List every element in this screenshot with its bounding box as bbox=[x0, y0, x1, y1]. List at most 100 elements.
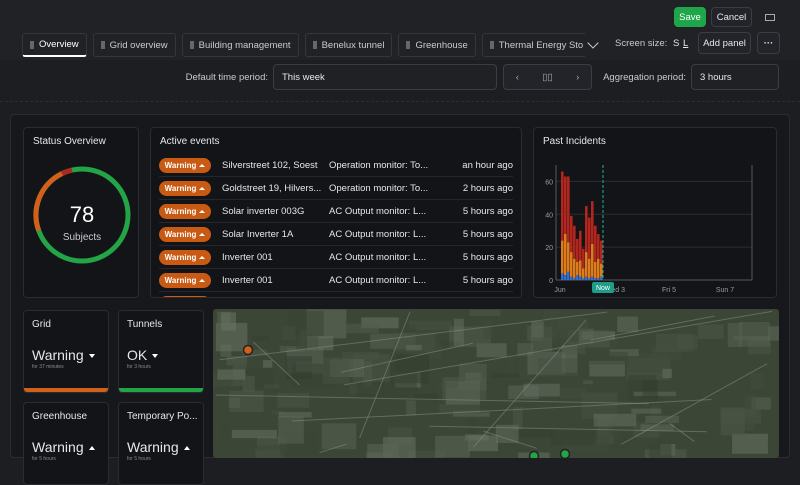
tile-status-text: Warning bbox=[127, 439, 179, 455]
bar-segment bbox=[576, 261, 579, 276]
map-patch bbox=[631, 408, 662, 414]
badge-caret bbox=[199, 210, 206, 213]
tile-duration: for 5 hours bbox=[127, 456, 151, 462]
tab[interactable]: Thermal Energy Sto bbox=[481, 33, 585, 57]
status-tile[interactable]: Greenhouse Warning for 5 hours bbox=[23, 402, 109, 485]
map-patch bbox=[217, 369, 246, 380]
time-value: This week bbox=[282, 71, 325, 83]
period-nav[interactable]: ‹ ▯▯ › bbox=[503, 64, 592, 90]
tile-caret bbox=[152, 354, 159, 359]
map-patch bbox=[550, 430, 595, 445]
bar-segment bbox=[591, 243, 594, 277]
event-row[interactable]: Warning Silverstreet 102, Soest Operation … bbox=[159, 154, 513, 177]
tab-grip bbox=[100, 41, 105, 49]
more-button[interactable]: ··· bbox=[757, 32, 780, 54]
map-patch bbox=[732, 433, 768, 454]
map-patch bbox=[642, 380, 659, 399]
tile-caret bbox=[183, 446, 190, 451]
map-patch bbox=[263, 384, 280, 389]
status-tile[interactable]: Temporary Po... Warning for 5 hours bbox=[118, 402, 204, 485]
bar-segment bbox=[597, 258, 600, 279]
time-select[interactable]: This week bbox=[273, 64, 497, 90]
map-marker[interactable] bbox=[242, 344, 254, 356]
event-subject: Silverstreet 102, Soest bbox=[222, 160, 318, 171]
tab[interactable]: Building management bbox=[181, 33, 299, 57]
tile-duration: for 37 minutes bbox=[32, 364, 64, 370]
status-tile[interactable]: Tunnels OK for 3 hours bbox=[118, 310, 204, 393]
tab[interactable]: Grid overview bbox=[92, 33, 176, 57]
badge-caret bbox=[199, 233, 206, 236]
badge-caret bbox=[199, 279, 206, 282]
map-patch bbox=[287, 427, 321, 432]
event-row[interactable]: Warning Solar Inverter 1A AC Output monito… bbox=[159, 223, 513, 246]
y-tick-label: 60 bbox=[545, 179, 553, 186]
map-road bbox=[621, 363, 768, 445]
tab[interactable]: Greenhouse bbox=[398, 33, 476, 57]
save-button[interactable]: Save bbox=[674, 7, 706, 27]
tab-label: Benelux tunnel bbox=[321, 39, 385, 51]
map-patch bbox=[442, 377, 487, 400]
map-marker[interactable] bbox=[559, 448, 571, 459]
map-patch bbox=[397, 325, 417, 332]
map-marker[interactable] bbox=[528, 450, 540, 459]
add-panel-button[interactable]: Add panel bbox=[698, 32, 751, 54]
event-subject: Inverter 001 bbox=[222, 252, 273, 263]
status-label: Subjects bbox=[63, 232, 101, 243]
cancel-button[interactable]: Cancel bbox=[711, 7, 752, 27]
y-tick-label: 40 bbox=[545, 212, 553, 219]
bar-segment bbox=[579, 276, 582, 280]
aggregation-select[interactable]: 3 hours bbox=[691, 64, 779, 90]
bar-segment bbox=[591, 201, 594, 244]
bar-segment bbox=[588, 258, 591, 279]
map-patch bbox=[744, 395, 757, 417]
event-row[interactable]: Warning Goldstreet 19, Hilvers... Operatio… bbox=[159, 177, 513, 200]
event-subject: Inverter 001 bbox=[222, 275, 273, 286]
event-badge: Warning bbox=[159, 250, 211, 265]
map-patch bbox=[751, 397, 771, 410]
event-time: 2 hours ago bbox=[462, 183, 513, 194]
tile-status: Warning bbox=[127, 439, 190, 455]
badge-label: Warning bbox=[164, 161, 197, 170]
tab[interactable]: Overview bbox=[22, 33, 87, 57]
events-title: Active events bbox=[160, 136, 220, 147]
map-patch bbox=[435, 435, 471, 458]
bar-segment bbox=[588, 278, 591, 280]
map-patch bbox=[617, 316, 638, 333]
tab-label: Building management bbox=[198, 39, 291, 51]
map-patch bbox=[559, 329, 567, 339]
screen-size-l[interactable]: L bbox=[683, 38, 689, 49]
map-patch bbox=[296, 361, 313, 372]
screen-size-s[interactable]: S bbox=[673, 38, 680, 49]
event-monitor: AC Output monitor: L... bbox=[329, 206, 427, 217]
map-road bbox=[219, 311, 608, 361]
tile-status-text: Warning bbox=[32, 347, 84, 363]
badge-label: Warning bbox=[164, 253, 197, 262]
map-patch bbox=[361, 317, 399, 329]
monitor-button[interactable] bbox=[759, 7, 780, 27]
map-patch bbox=[414, 393, 439, 401]
status-tile[interactable]: Grid Warning for 37 minutes bbox=[23, 310, 109, 393]
map-patch bbox=[464, 434, 489, 441]
bar-segment bbox=[561, 240, 564, 274]
map-patch bbox=[697, 324, 724, 340]
badge-caret bbox=[199, 164, 206, 167]
map-patch bbox=[495, 424, 519, 443]
bar-segment bbox=[567, 176, 570, 243]
bar-segment bbox=[591, 276, 594, 280]
now-label: Now bbox=[596, 285, 611, 292]
event-badge: Warning bbox=[159, 158, 211, 173]
map-patch bbox=[406, 400, 416, 416]
map-road bbox=[429, 425, 707, 433]
tile-status: Warning bbox=[32, 439, 95, 455]
map-patch bbox=[221, 423, 229, 440]
event-row[interactable]: Warning Solar inverter 003G AC Output moni… bbox=[159, 200, 513, 223]
bar-segment bbox=[576, 238, 579, 262]
page: Save Cancel Overview Grid overview Buildin… bbox=[0, 7, 800, 485]
tab[interactable]: Benelux tunnel bbox=[304, 33, 393, 57]
tile-title: Greenhouse bbox=[32, 411, 88, 422]
incidents-chart: 0 20 40 60 Jun Wed 3 Fri 5 Sun 7 Now bbox=[545, 165, 753, 294]
tile-duration: for 5 hours bbox=[32, 456, 56, 462]
